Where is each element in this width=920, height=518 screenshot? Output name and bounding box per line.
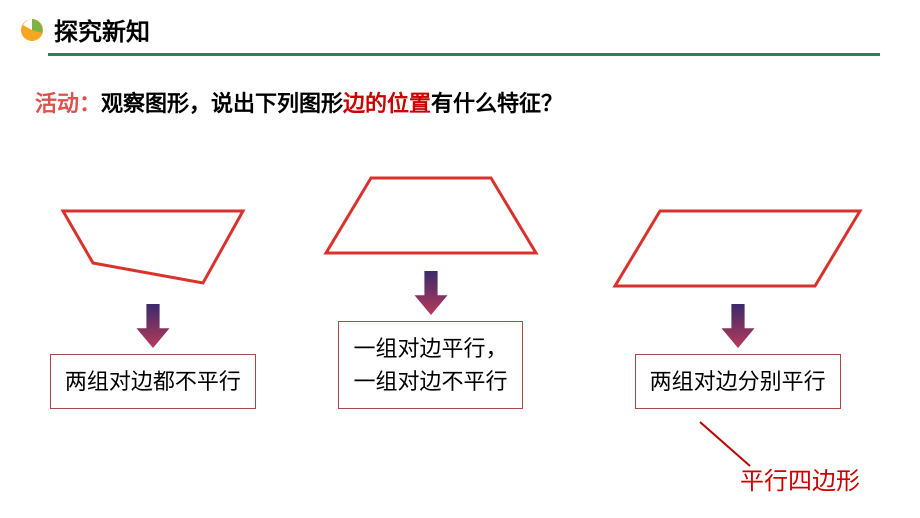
shape-column-3: 两组对边分别平行 — [605, 201, 870, 409]
pie-chart-icon — [20, 18, 44, 42]
section-title: 探究新知 — [54, 12, 150, 47]
caption-1: 两组对边都不平行 — [65, 369, 241, 394]
parallelogram-shape — [605, 201, 870, 296]
caption-box-1: 两组对边都不平行 — [50, 354, 256, 409]
prompt-highlight: 边的位置 — [343, 91, 431, 116]
shape-column-1: 两组对边都不平行 — [50, 201, 256, 409]
caption-box-2: 一组对边平行， 一组对边不平行 — [338, 321, 522, 409]
down-arrow-icon — [414, 271, 448, 315]
down-arrow-icon — [721, 304, 755, 348]
shapes-row: 两组对边都不平行 一组对边平行， 一组对边不平行 两组对边分别平行 — [0, 138, 920, 409]
shape-column-2: 一组对边平行， 一组对边不平行 — [316, 168, 546, 409]
prompt-text-1: 观察图形，说出下列图形 — [101, 91, 343, 116]
caption-3: 两组对边分别平行 — [650, 369, 826, 394]
caption-box-3: 两组对边分别平行 — [635, 354, 841, 409]
caption-2-line1: 一组对边平行， — [353, 332, 507, 365]
prompt-text-2: 有什么特征？ — [431, 91, 563, 116]
irregular-quad-shape — [53, 201, 253, 296]
prompt-label: 活动： — [35, 91, 101, 116]
callout-label: 平行四边形 — [740, 461, 860, 496]
down-arrow-icon — [136, 304, 170, 348]
caption-2-line2: 一组对边不平行 — [353, 365, 507, 398]
activity-prompt: 活动：观察图形，说出下列图形边的位置有什么特征？ — [0, 56, 920, 138]
trapezoid-shape — [316, 168, 546, 263]
